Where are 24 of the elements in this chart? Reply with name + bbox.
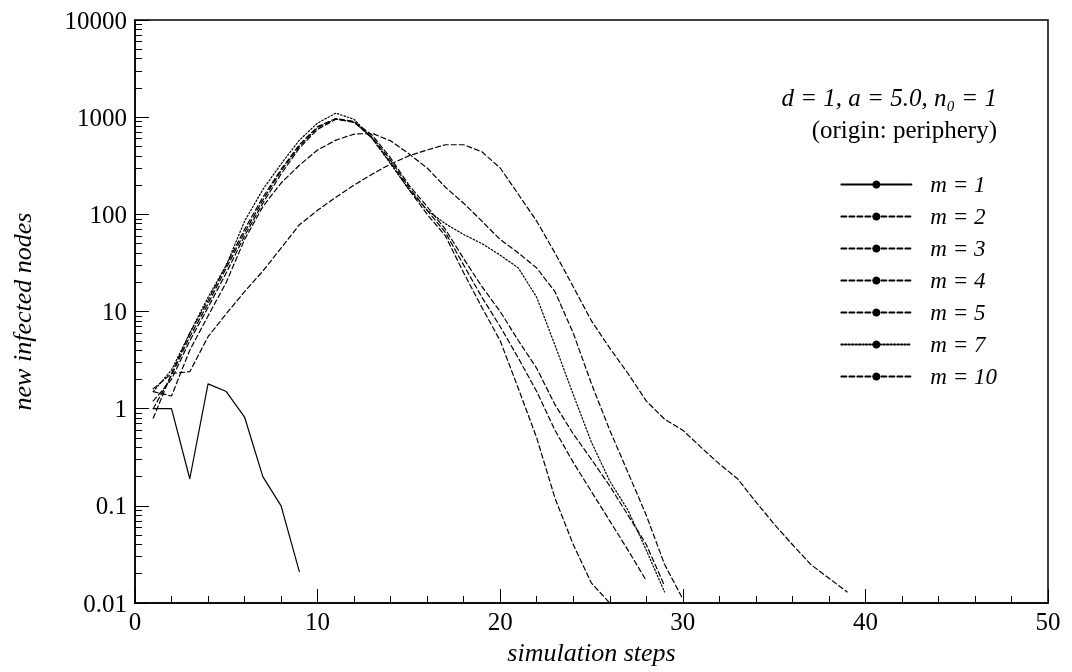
y-tick-label: 10 (102, 298, 127, 325)
x-axis-title: simulation steps (507, 637, 676, 667)
y-axis-title: new infected nodes (7, 212, 37, 411)
y-tick-label: 100 (89, 200, 127, 228)
legend-label: m = 2 (930, 204, 986, 229)
x-tick-label: 30 (670, 608, 696, 635)
x-tick-label: 10 (305, 608, 331, 635)
legend-label: m = 1 (930, 172, 986, 197)
legend-label: m = 10 (930, 364, 998, 389)
legend-label: m = 3 (930, 236, 986, 261)
x-tick-label: 50 (1035, 608, 1061, 635)
y-tick-label: 0.1 (95, 492, 127, 520)
legend-label: m = 7 (930, 332, 987, 357)
y-tick-label: 1000 (77, 103, 127, 131)
legend-label: m = 5 (930, 300, 986, 325)
x-tick-label: 40 (852, 608, 878, 635)
annotation: (origin: periphery) (811, 116, 997, 144)
x-tick-label: 20 (487, 608, 513, 635)
legend-label: m = 4 (930, 268, 986, 293)
y-tick-label: 10000 (64, 6, 127, 34)
y-tick-label: 1 (114, 395, 127, 423)
annotation: d = 1, a = 5.0, n₀ = 1 (781, 84, 998, 111)
x-tick-label: 0 (128, 608, 142, 635)
y-tick-label: 0.01 (83, 589, 127, 617)
